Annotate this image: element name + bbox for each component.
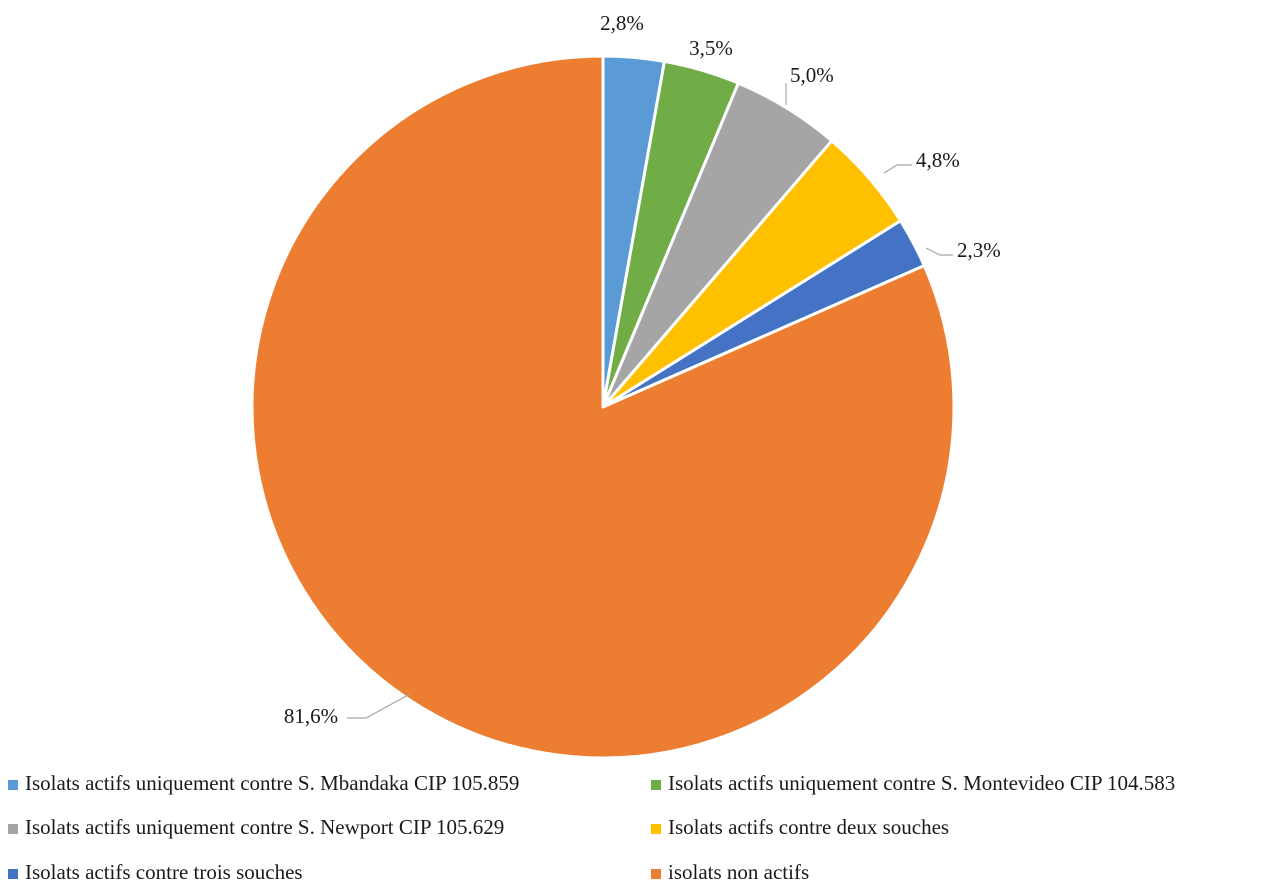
legend-label: Isolats actifs uniquement contre S. Mban… bbox=[25, 771, 519, 795]
legend-label: Isolats actifs contre trois souches bbox=[25, 860, 303, 884]
legend-swatch bbox=[8, 780, 18, 790]
legend-label: isolats non actifs bbox=[668, 860, 809, 884]
data-label: 4,8% bbox=[916, 148, 960, 172]
data-label: 2,8% bbox=[600, 11, 644, 35]
legend-swatch bbox=[8, 824, 18, 834]
data-label: 81,6% bbox=[284, 704, 338, 728]
legend-label: Isolats actifs contre deux souches bbox=[668, 815, 949, 839]
data-label: 3,5% bbox=[689, 36, 733, 60]
pie-slice-isolats-non-actifs bbox=[250, 54, 956, 760]
legend-label: Isolats actifs uniquement contre S. Mont… bbox=[668, 771, 1175, 795]
legend-item: Isolats actifs contre trois souches bbox=[8, 860, 303, 884]
leader-line bbox=[883, 164, 912, 174]
legend-item: Isolats actifs uniquement contre S. Newp… bbox=[8, 815, 504, 839]
data-labels: 2,8% 3,5% 5,0% 4,8% 2,3% 81,6% bbox=[284, 11, 1001, 728]
legend-swatch bbox=[651, 780, 661, 790]
legend-item: Isolats actifs uniquement contre S. Mban… bbox=[8, 771, 519, 795]
legend: Isolats actifs uniquement contre S. Mban… bbox=[8, 771, 1175, 884]
legend-label: Isolats actifs uniquement contre S. Newp… bbox=[25, 815, 504, 839]
data-label: 5,0% bbox=[790, 63, 834, 87]
legend-swatch bbox=[8, 869, 18, 879]
leader-line bbox=[347, 693, 411, 719]
leader-lines bbox=[347, 83, 953, 719]
data-label: 2,3% bbox=[957, 238, 1001, 262]
legend-item: Isolats actifs uniquement contre S. Mont… bbox=[651, 771, 1175, 795]
legend-swatch bbox=[651, 869, 661, 879]
leader-line bbox=[925, 247, 953, 256]
legend-item: isolats non actifs bbox=[651, 860, 809, 884]
pie-slices bbox=[250, 54, 956, 760]
legend-item: Isolats actifs contre deux souches bbox=[651, 815, 949, 839]
legend-swatch bbox=[651, 824, 661, 834]
